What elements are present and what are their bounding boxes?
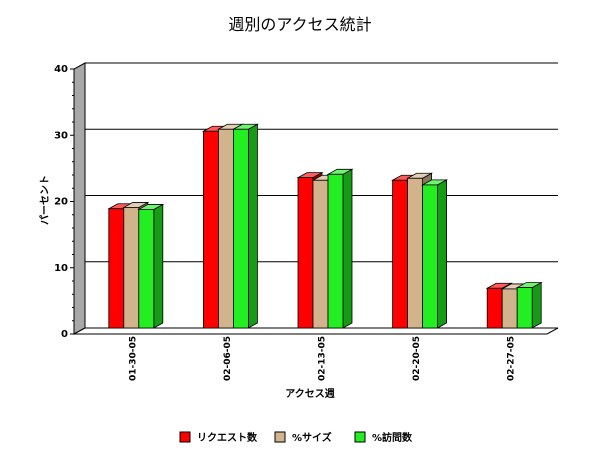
legend-label: %訪問数	[372, 431, 413, 444]
legend-label: リクエスト数	[197, 431, 258, 444]
x-tick-label: 02-13-05	[318, 336, 328, 381]
bar-front	[422, 184, 439, 329]
x-axis-label: アクセス週	[285, 388, 335, 400]
bar-front	[232, 128, 249, 329]
legend-label: %サイズ	[292, 431, 332, 444]
y-tick-label: 40	[54, 64, 68, 75]
legend-item: %訪問数	[354, 431, 413, 444]
x-tick-label: 02-20-05	[412, 336, 422, 381]
bar-front	[312, 179, 329, 329]
chart-title: 週別のアクセス統計	[228, 15, 371, 34]
legend-swatch	[274, 431, 286, 443]
bar-front	[297, 177, 314, 329]
bar-front	[217, 128, 234, 329]
bar-front	[108, 208, 125, 329]
bar-side	[437, 179, 448, 329]
bar	[515, 281, 543, 329]
legend-item: %サイズ	[274, 431, 332, 444]
bar-front	[516, 287, 533, 329]
legend-swatch	[354, 431, 366, 443]
y-tick-label: 10	[54, 263, 68, 274]
bar-side	[153, 203, 164, 329]
legend-item: リクエスト数	[179, 431, 258, 444]
x-tick-label: 02-06-05	[223, 336, 233, 381]
axis-floor	[73, 327, 559, 335]
bar-front	[501, 288, 518, 329]
bar-front	[138, 209, 155, 329]
legend-swatch	[179, 431, 191, 443]
bar	[326, 168, 354, 329]
axis-side-wall	[73, 62, 86, 335]
bar-front	[407, 177, 424, 329]
legend: リクエスト数 %サイズ %訪問数	[179, 431, 413, 444]
y-tick-label: 0	[61, 329, 68, 340]
bar	[137, 203, 165, 329]
y-tick-label: 30	[54, 130, 68, 141]
bar-front	[123, 207, 140, 329]
bar-side	[342, 168, 353, 329]
bar-side	[531, 281, 542, 329]
bar-side	[247, 123, 258, 329]
x-tick-label: 01-30-05	[128, 336, 138, 381]
y-tick-label: 20	[54, 197, 68, 208]
x-tick-label: 02-27-05	[507, 336, 517, 381]
bar-front	[202, 130, 219, 329]
bar	[421, 179, 449, 329]
bar-front	[327, 173, 344, 329]
y-axis-label: パーセント	[39, 175, 51, 225]
bar-front	[486, 287, 503, 329]
bar	[231, 123, 259, 329]
bar-front	[392, 179, 409, 329]
